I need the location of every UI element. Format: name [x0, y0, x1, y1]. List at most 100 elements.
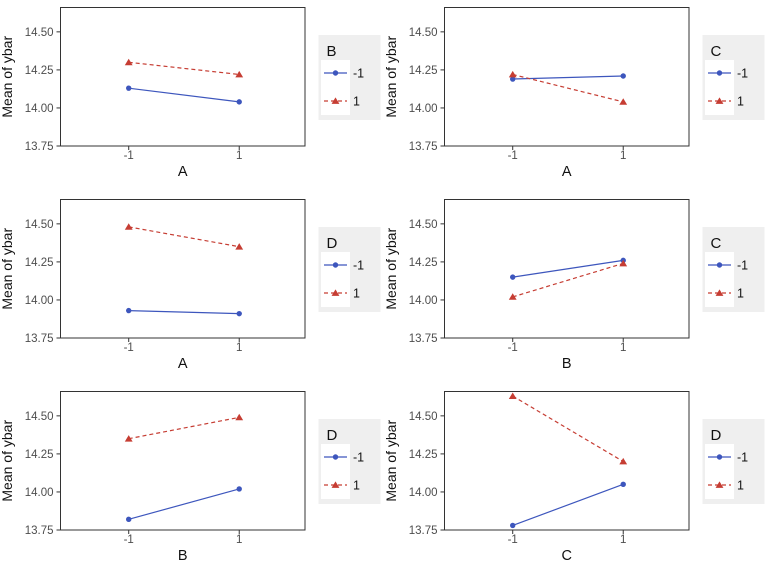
y-tick-label: 14.25 [409, 449, 438, 461]
legend-key-background [705, 60, 734, 115]
series-line-1 [512, 73, 624, 103]
data-point-triangle [235, 70, 244, 78]
y-tick-label: 13.75 [409, 141, 438, 153]
data-point-triangle [619, 259, 628, 267]
y-axis-title: Mean of ybar [384, 36, 399, 118]
y-tick-label: 14.25 [409, 65, 438, 77]
series-line--1 [128, 310, 240, 315]
y-tick-label: 14.50 [409, 219, 438, 231]
interaction-plot-A-by-D: 13.75 14.00 14.25 14.50 -1 1 A Mean of ybar D -1 1 [0, 192, 384, 384]
y-tick-label: 14.50 [409, 411, 438, 423]
y-tick-label: 14.00 [409, 295, 438, 307]
data-point-circle [510, 76, 516, 82]
y-tick-label: 13.75 [25, 141, 54, 153]
panel-border [444, 7, 690, 147]
interaction-plot-C-by-D: 13.75 14.00 14.25 14.50 -1 1 C Mean of ybar D -1 1 [383, 384, 768, 576]
legend-key-background [321, 444, 350, 499]
x-tick-label: -1 [124, 534, 134, 546]
series-line-1 [128, 61, 240, 76]
chart-A-by-D: 13.75 14.00 14.25 14.50 -1 1 A Mean of ybar D -1 1 [0, 199, 381, 372]
data-point-triangle [619, 457, 628, 465]
data-point-circle [126, 307, 132, 314]
panel-border [60, 7, 306, 147]
legend-entry-label: 1 [353, 95, 360, 109]
x-axis-title: C [562, 548, 572, 564]
legend-key-triangle [715, 97, 724, 104]
legend-key-circle [716, 70, 723, 76]
y-tick-label: 13.75 [25, 333, 54, 345]
legend-key-triangle [331, 481, 340, 488]
legend-key-triangle [331, 97, 340, 104]
series-line--1 [512, 483, 624, 526]
legend-entry-label: 1 [737, 95, 744, 109]
series-line-1 [128, 416, 240, 440]
y-tick-label: 14.00 [25, 103, 54, 115]
legend-key-circle [332, 262, 339, 268]
chart-A-by-C: 13.75 14.00 14.25 14.50 -1 1 A Mean of ybar C -1 1 [383, 7, 765, 180]
x-tick-label: 1 [236, 150, 242, 162]
legend-key-triangle [331, 289, 340, 296]
data-point-circle [510, 274, 516, 280]
legend-key-background [705, 444, 734, 499]
legend-entry-label: -1 [737, 451, 748, 465]
x-tick-label: 1 [620, 534, 626, 546]
x-axis-title: A [562, 164, 572, 180]
y-axis-title: Mean of ybar [0, 420, 15, 502]
series-line--1 [128, 87, 240, 103]
y-axis-title: Mean of ybar [0, 228, 15, 310]
y-tick-label: 14.50 [25, 219, 54, 231]
y-tick-label: 14.50 [25, 411, 54, 423]
data-point-triangle [124, 58, 133, 66]
y-tick-label: 14.25 [409, 257, 438, 269]
x-tick-label: 1 [236, 534, 242, 546]
y-tick-label: 13.75 [25, 525, 54, 537]
x-axis-title: A [178, 164, 188, 180]
data-point-triangle [508, 293, 517, 300]
x-tick-label: -1 [124, 342, 134, 354]
legend-key-triangle [715, 289, 724, 296]
y-axis-title: Mean of ybar [384, 420, 399, 502]
data-point-triangle [508, 392, 517, 399]
legend-entry-label: -1 [737, 67, 748, 81]
chart-B-by-C: 13.75 14.00 14.25 14.50 -1 1 B Mean of ybar C -1 1 [383, 199, 765, 372]
legend-key-circle [332, 454, 339, 460]
panel-border [444, 391, 690, 531]
series-line--1 [512, 259, 624, 278]
legend-key-background [321, 252, 350, 307]
data-point-triangle [619, 98, 628, 105]
y-tick-label: 14.00 [25, 487, 54, 499]
y-axis-title: Mean of ybar [384, 228, 399, 310]
y-tick-label: 14.50 [25, 27, 54, 39]
y-tick-label: 14.00 [409, 487, 438, 499]
x-tick-label: -1 [508, 150, 518, 162]
interaction-plot-B-by-C: 13.75 14.00 14.25 14.50 -1 1 B Mean of ybar C -1 1 [383, 192, 768, 384]
chart-A-by-B: 13.75 14.00 14.25 14.50 -1 1 A Mean of ybar B -1 1 [0, 7, 381, 180]
data-point-circle [620, 73, 626, 79]
chart-C-by-D: 13.75 14.00 14.25 14.50 -1 1 C Mean of ybar D -1 1 [383, 391, 765, 564]
legend-key-background [705, 252, 734, 307]
legend-entry-label: 1 [737, 479, 744, 493]
series-line-1 [512, 262, 624, 298]
panel-border [60, 391, 306, 531]
legend-title: C [711, 235, 722, 252]
series-line--1 [512, 75, 624, 80]
x-tick-label: -1 [508, 534, 518, 546]
data-point-circle [236, 486, 242, 492]
y-tick-label: 14.00 [409, 103, 438, 115]
y-tick-label: 13.75 [409, 333, 438, 345]
panel-border [60, 199, 306, 339]
x-axis-title: B [562, 356, 572, 372]
y-tick-label: 14.25 [25, 449, 54, 461]
data-point-triangle [235, 243, 244, 250]
interaction-plot-B-by-D: 13.75 14.00 14.25 14.50 -1 1 B Mean of ybar D -1 1 [0, 384, 384, 576]
data-point-circle [236, 310, 242, 317]
y-tick-label: 14.25 [25, 65, 54, 77]
series-line-1 [128, 226, 240, 248]
legend-title: D [327, 235, 338, 252]
legend-entry-label: -1 [353, 67, 364, 81]
legend-title: B [327, 43, 337, 60]
data-point-triangle [124, 223, 133, 230]
x-tick-label: 1 [620, 342, 626, 354]
y-tick-label: 14.50 [409, 27, 438, 39]
